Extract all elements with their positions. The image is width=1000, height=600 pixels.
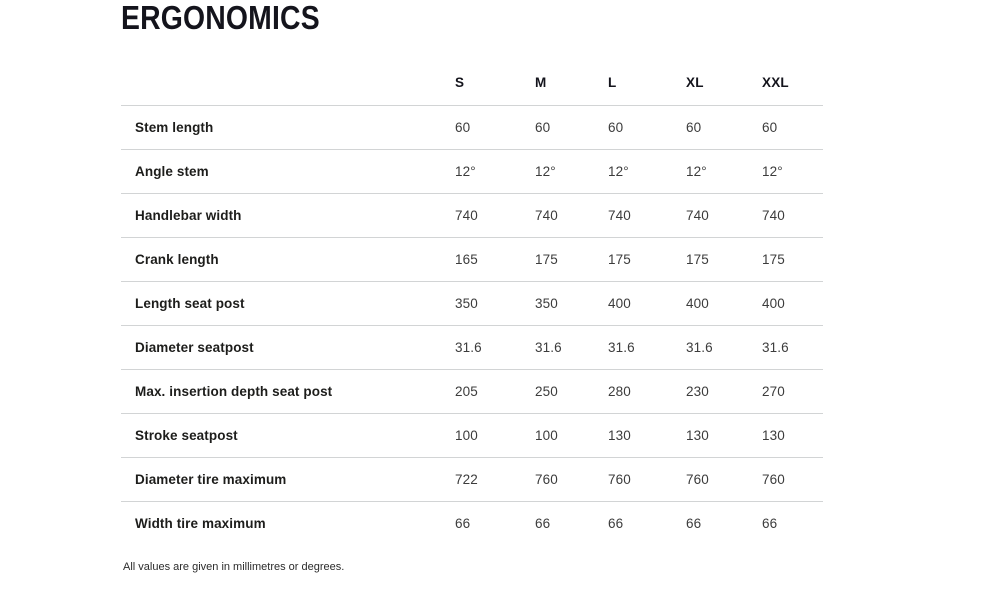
- spec-cell: 60: [762, 105, 823, 150]
- ergonomics-table: S M L XL XXL Stem length 60 60 60 60 60 …: [121, 60, 823, 546]
- header-spacer: [121, 60, 455, 106]
- row-label: Diameter tire maximum: [121, 457, 455, 502]
- size-header-m: M: [535, 75, 547, 90]
- spec-cell: 100: [535, 413, 608, 458]
- row-label: Max. insertion depth seat post: [121, 369, 455, 414]
- row-label: Crank length: [121, 237, 455, 282]
- spec-cell: 12°: [686, 149, 762, 194]
- table-row-length-seat-post: Length seat post 350 350 400 400 400: [121, 281, 823, 326]
- spec-cell: 12°: [762, 149, 823, 194]
- spec-cell: 31.6: [762, 325, 823, 370]
- spec-cell: 205: [455, 369, 535, 414]
- footnote: All values are given in millimetres or d…: [123, 560, 345, 573]
- table-row-diameter-seatpost: Diameter seatpost 31.6 31.6 31.6 31.6 31…: [121, 325, 823, 370]
- spec-cell: 130: [608, 413, 686, 458]
- table-row-width-tire-maximum: Width tire maximum 66 66 66 66 66: [121, 501, 823, 546]
- row-label: Length seat post: [121, 281, 455, 326]
- row-label: Width tire maximum: [121, 501, 455, 546]
- size-header-xl: XL: [686, 75, 704, 90]
- spec-cell: 31.6: [608, 325, 686, 370]
- ergonomics-section: ERGONOMICS S M L XL XXL Stem length 60 6…: [121, 0, 881, 574]
- spec-cell: 760: [686, 457, 762, 502]
- spec-cell: 740: [535, 193, 608, 238]
- spec-cell: 740: [762, 193, 823, 238]
- table-row-crank-length: Crank length 165 175 175 175 175: [121, 237, 823, 282]
- spec-cell: 60: [455, 105, 535, 150]
- spec-cell: 60: [608, 105, 686, 150]
- spec-cell: 250: [535, 369, 608, 414]
- spec-cell: 175: [686, 237, 762, 282]
- size-header-l: L: [608, 75, 617, 90]
- spec-cell: 760: [762, 457, 823, 502]
- row-label: Angle stem: [121, 149, 455, 194]
- row-label: Stroke seatpost: [121, 413, 455, 458]
- spec-cell: 722: [455, 457, 535, 502]
- spec-cell: 400: [686, 281, 762, 326]
- spec-cell: 66: [455, 501, 535, 546]
- spec-cell: 280: [608, 369, 686, 414]
- spec-cell: 760: [535, 457, 608, 502]
- spec-cell: 175: [608, 237, 686, 282]
- table-header-row: S M L XL XXL: [121, 60, 823, 106]
- spec-cell: 66: [686, 501, 762, 546]
- table-row-angle-stem: Angle stem 12° 12° 12° 12° 12°: [121, 149, 823, 194]
- spec-cell: 230: [686, 369, 762, 414]
- spec-cell: 31.6: [455, 325, 535, 370]
- size-header-s: S: [455, 75, 465, 90]
- spec-cell: 740: [686, 193, 762, 238]
- row-label: Diameter seatpost: [121, 325, 455, 370]
- spec-cell: 100: [455, 413, 535, 458]
- spec-cell: 760: [608, 457, 686, 502]
- spec-cell: 12°: [455, 149, 535, 194]
- section-title: ERGONOMICS: [121, 0, 320, 36]
- spec-cell: 31.6: [686, 325, 762, 370]
- spec-cell: 270: [762, 369, 823, 414]
- spec-cell: 60: [686, 105, 762, 150]
- spec-cell: 740: [608, 193, 686, 238]
- spec-cell: 740: [455, 193, 535, 238]
- spec-cell: 175: [762, 237, 823, 282]
- spec-cell: 12°: [608, 149, 686, 194]
- size-header-xxl: XXL: [762, 75, 789, 90]
- table-row-stem-length: Stem length 60 60 60 60 60: [121, 105, 823, 150]
- row-label: Handlebar width: [121, 193, 455, 238]
- table-row-handlebar-width: Handlebar width 740 740 740 740 740: [121, 193, 823, 238]
- spec-cell: 66: [762, 501, 823, 546]
- spec-cell: 400: [762, 281, 823, 326]
- spec-cell: 130: [686, 413, 762, 458]
- spec-cell: 350: [455, 281, 535, 326]
- spec-cell: 60: [535, 105, 608, 150]
- table-row-stroke-seatpost: Stroke seatpost 100 100 130 130 130: [121, 413, 823, 458]
- spec-cell: 66: [608, 501, 686, 546]
- spec-cell: 130: [762, 413, 823, 458]
- spec-cell: 165: [455, 237, 535, 282]
- spec-cell: 350: [535, 281, 608, 326]
- spec-cell: 31.6: [535, 325, 608, 370]
- table-row-diameter-tire-maximum: Diameter tire maximum 722 760 760 760 76…: [121, 457, 823, 502]
- spec-cell: 66: [535, 501, 608, 546]
- spec-cell: 175: [535, 237, 608, 282]
- table-row-max-insertion-depth: Max. insertion depth seat post 205 250 2…: [121, 369, 823, 414]
- row-label: Stem length: [121, 105, 455, 150]
- spec-cell: 12°: [535, 149, 608, 194]
- spec-cell: 400: [608, 281, 686, 326]
